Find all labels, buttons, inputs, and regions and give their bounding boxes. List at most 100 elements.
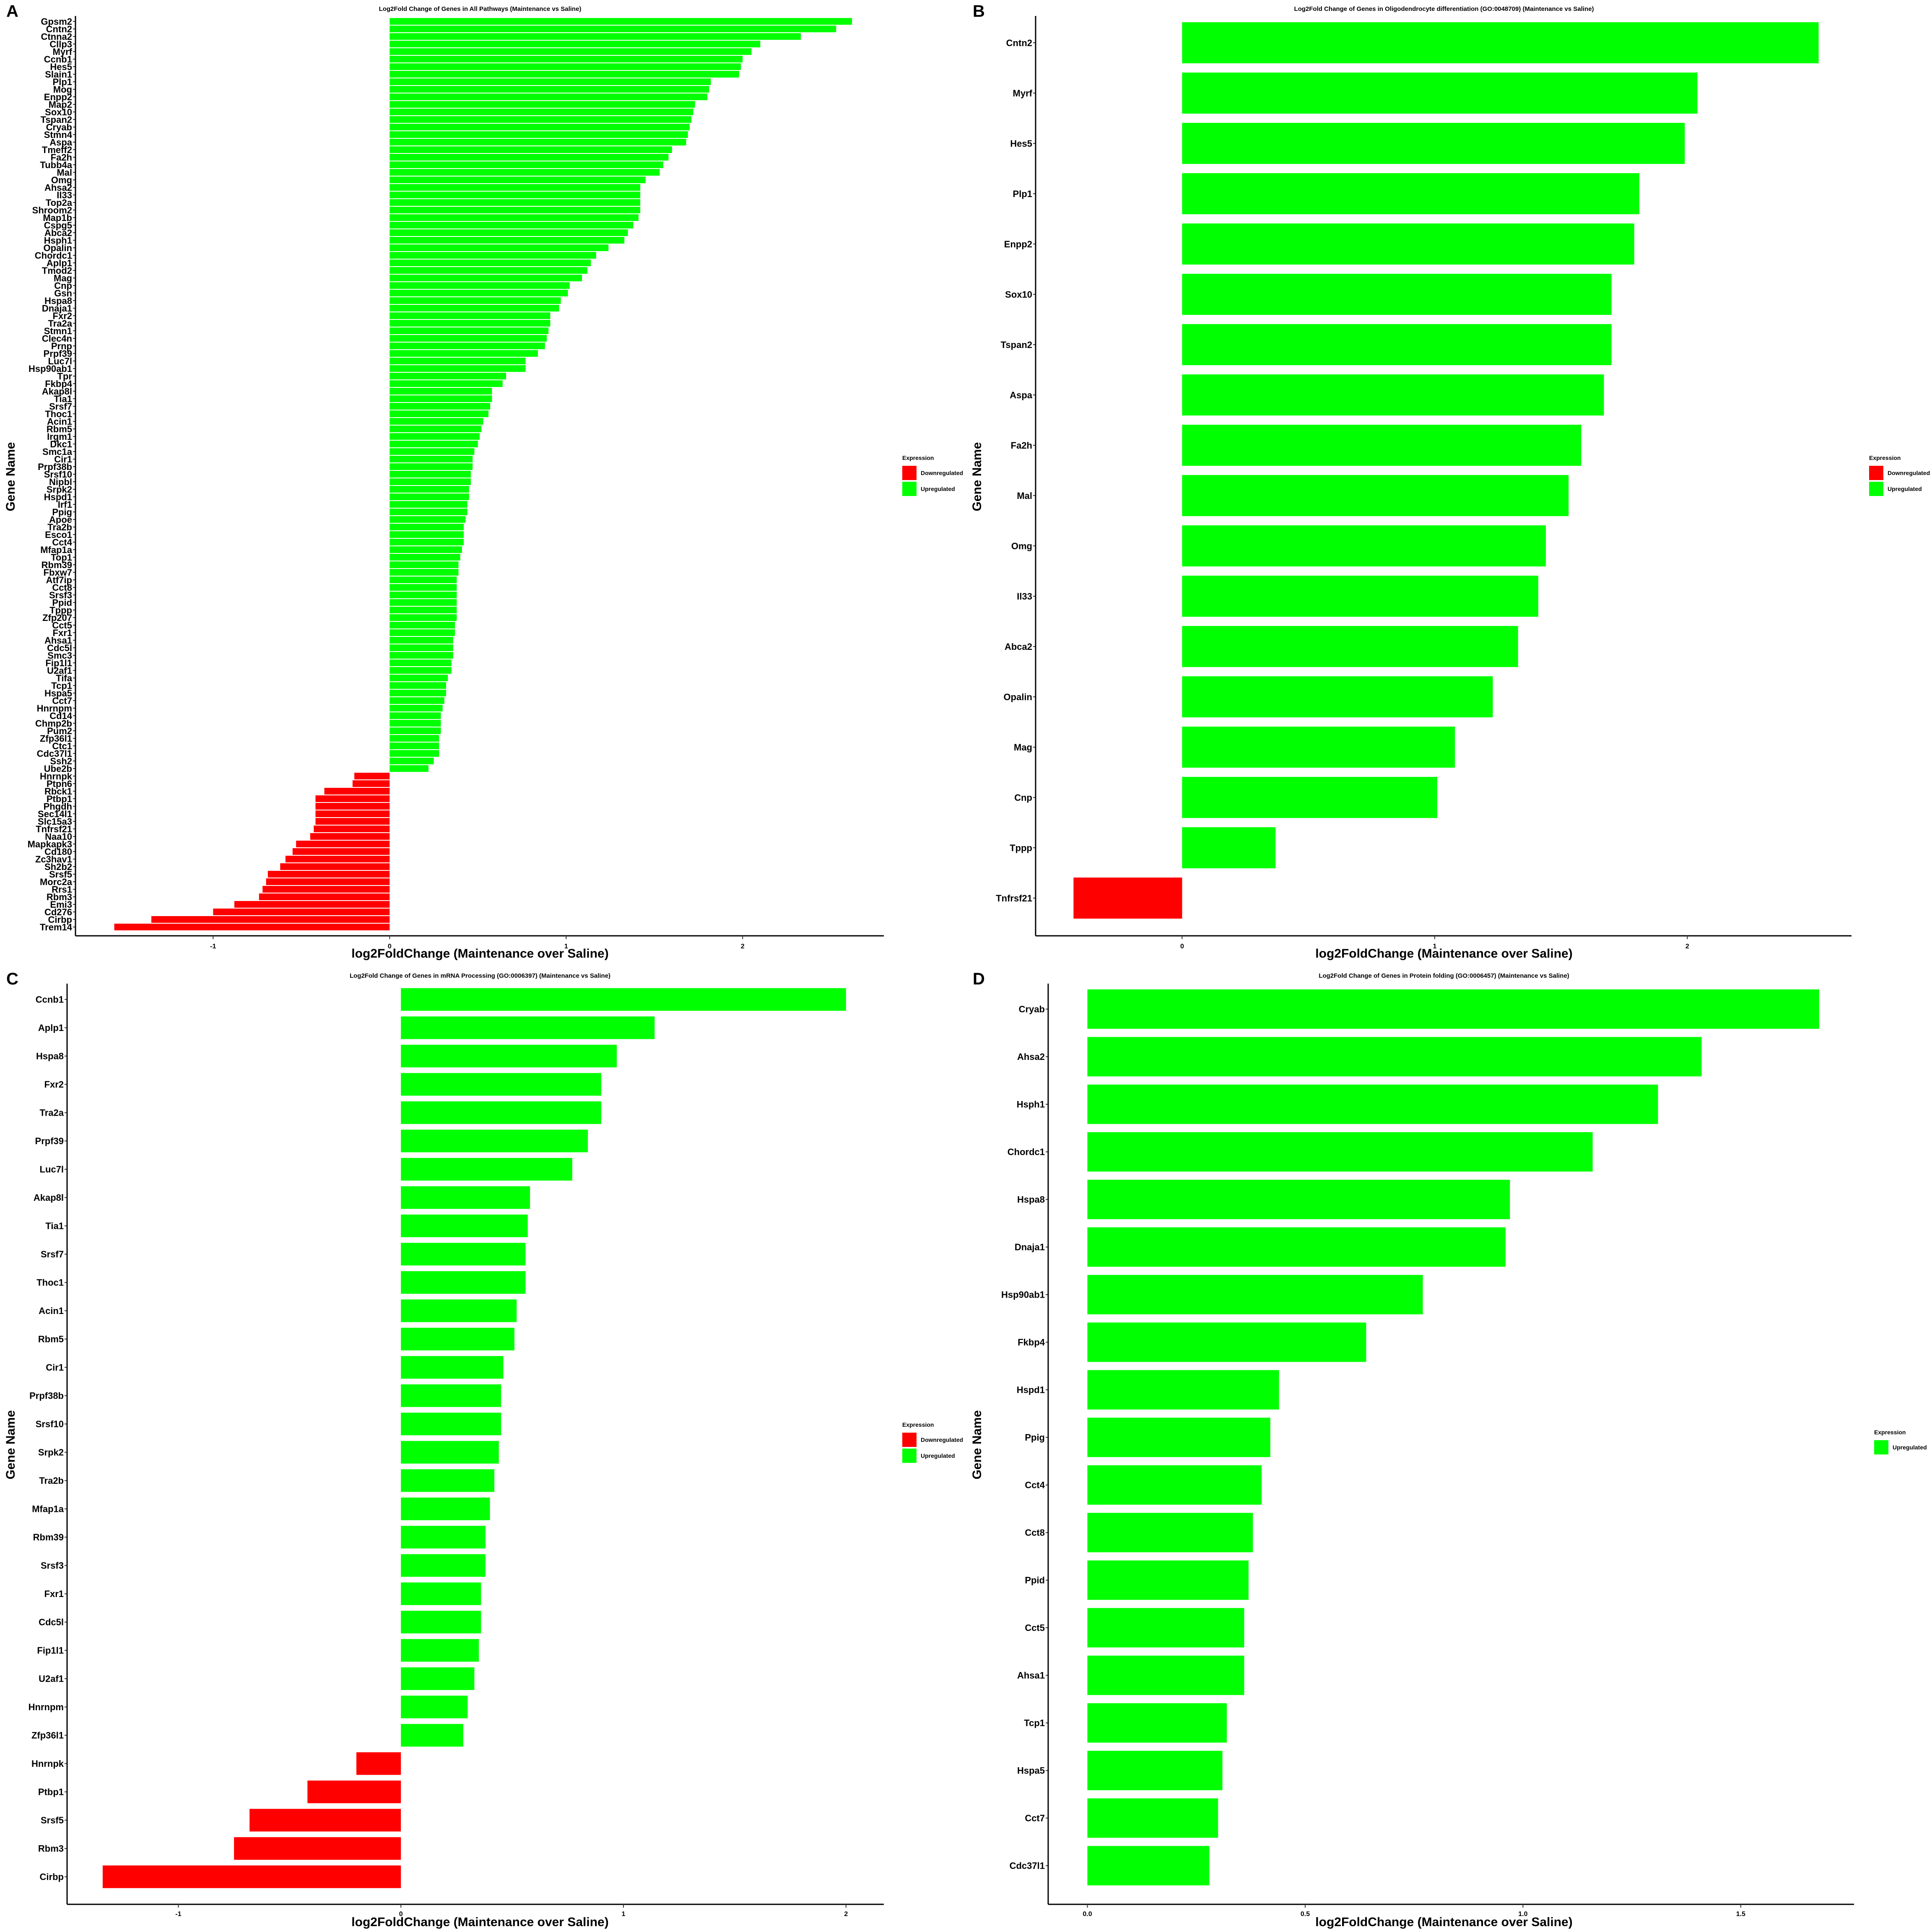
bar-map1b xyxy=(390,214,639,221)
bar-zc3hav1 xyxy=(285,856,390,862)
y-tick-label: Dkc1 xyxy=(50,439,72,449)
y-axis-title: Gene Name xyxy=(970,442,984,511)
y-tick-label: Rrs1 xyxy=(52,884,72,895)
x-tick-label: 1 xyxy=(1433,943,1436,950)
bar-thoc1 xyxy=(390,410,488,417)
bar-mfap1a xyxy=(390,546,462,553)
y-tick-label: Rbm39 xyxy=(33,1532,64,1542)
bar-ube2b xyxy=(390,765,428,772)
bar-ppig xyxy=(1087,1418,1270,1457)
y-tick-label: Cirbp xyxy=(48,914,72,925)
y-axis-title: Gene Name xyxy=(4,442,18,511)
y-tick-label: Hspa8 xyxy=(36,1051,64,1062)
y-tick-label: Tnfrsf21 xyxy=(36,824,72,834)
bar-tmeff2 xyxy=(390,146,672,153)
bar-hsp90ab1 xyxy=(390,365,526,372)
y-tick-label: Aspa xyxy=(49,137,73,148)
bar-cd180 xyxy=(292,848,390,855)
y-tick-label: Hsph1 xyxy=(1017,1099,1045,1110)
chart-title: Log2Fold Change of Genes in Oligodendroc… xyxy=(1294,5,1594,13)
y-tick-label: Hspa8 xyxy=(1017,1195,1045,1205)
chart-title: Log2Fold Change of Genes in All Pathways… xyxy=(379,5,582,13)
y-tick-label: Ssh2 xyxy=(50,756,72,766)
bar-abca2 xyxy=(1182,626,1518,667)
bar-tcp1 xyxy=(1087,1703,1227,1743)
bar-irf1 xyxy=(390,501,467,508)
legend-label: Upregulated xyxy=(1888,486,1922,492)
y-tick-label: Clec4n xyxy=(42,333,72,344)
y-tick-label: Ppig xyxy=(1025,1432,1045,1443)
y-tick-label: Srpk2 xyxy=(38,1447,64,1458)
y-tick-label: Sec14l1 xyxy=(38,809,72,819)
y-tick-label: Ahsa2 xyxy=(1017,1052,1045,1062)
y-tick-label: Pum2 xyxy=(47,726,72,736)
y-tick-label: Nipbl xyxy=(49,477,72,487)
bar-hspa8 xyxy=(390,297,561,304)
bar-srsf5 xyxy=(267,871,390,878)
bar-hspa5 xyxy=(1087,1750,1223,1790)
bar-nipbl xyxy=(390,478,471,485)
y-tick-label: Chordc1 xyxy=(35,250,72,261)
bar-slc15a3 xyxy=(315,818,390,825)
bar-srsf10 xyxy=(390,471,471,478)
bar-tra2a xyxy=(401,1101,601,1124)
y-tick-label: Srsf5 xyxy=(49,869,72,880)
bar-srsf3 xyxy=(390,592,457,598)
legend-title: Expression xyxy=(902,454,934,461)
legend-swatch-upregulated xyxy=(1874,1440,1888,1454)
legend-swatch-downregulated xyxy=(1869,466,1883,480)
bar-mfap1a xyxy=(401,1497,490,1520)
bar-srsf7 xyxy=(390,403,491,410)
y-tick-label: Rbm3 xyxy=(47,892,72,902)
bar-ahsa2 xyxy=(1087,1037,1702,1077)
y-tick-label: Tppp xyxy=(1010,843,1032,853)
y-tick-label: Myrf xyxy=(53,47,73,57)
x-tick-label: 0 xyxy=(1180,943,1184,950)
bar-aspa xyxy=(390,139,686,145)
bar-phgdh xyxy=(315,803,390,810)
x-tick-label: 1 xyxy=(622,1911,626,1918)
y-tick-label: Cir1 xyxy=(54,454,72,465)
y-tick-label: Akap8l xyxy=(42,386,72,397)
y-tick-label: Omg xyxy=(51,175,72,185)
y-tick-label: Tia1 xyxy=(45,1221,64,1231)
bar-apoe xyxy=(390,516,466,523)
y-tick-label: Opalin xyxy=(44,243,72,253)
bar-u2af1 xyxy=(390,667,452,674)
y-tick-label: Map1b xyxy=(43,213,72,223)
y-tick-label: Fa2h xyxy=(1011,440,1032,451)
y-tick-label: Cct8 xyxy=(52,582,72,593)
x-tick-label: 0 xyxy=(388,943,392,950)
y-tick-label: Prnp xyxy=(51,341,72,351)
y-tick-label: Hnrnpk xyxy=(31,1758,64,1769)
y-tick-label: Zc3hav1 xyxy=(35,854,72,865)
y-tick-label: U2af1 xyxy=(47,665,72,676)
bar-aplp1 xyxy=(401,1016,655,1039)
y-tick-label: Cct4 xyxy=(52,537,72,548)
bar-rrs1 xyxy=(262,886,390,893)
bar-srsf5 xyxy=(249,1809,401,1832)
y-tick-label: Fa2h xyxy=(51,152,72,163)
y-tick-label: Cct7 xyxy=(52,696,72,706)
y-tick-label: Tra2b xyxy=(39,1475,64,1486)
bar-tcp1 xyxy=(390,682,446,689)
y-tick-label: Fbxw7 xyxy=(44,567,72,578)
bar-ahsa2 xyxy=(390,184,641,191)
bar-chordc1 xyxy=(1087,1132,1593,1172)
bar-mog xyxy=(390,86,709,93)
y-tick-label: Irf1 xyxy=(58,499,72,510)
bar-cir1 xyxy=(390,456,473,462)
bar-sec14l1 xyxy=(315,810,390,817)
y-tick-label: Mag xyxy=(54,273,72,283)
y-tick-label: Plp1 xyxy=(1013,189,1032,199)
y-tick-label: Tubb4a xyxy=(40,160,72,170)
bar-cct7 xyxy=(1087,1798,1218,1838)
bar-cdc37l1 xyxy=(1087,1846,1210,1885)
y-tick-label: Rbm3 xyxy=(38,1844,64,1854)
bar-pum2 xyxy=(390,727,441,734)
bar-hspd1 xyxy=(1087,1370,1279,1410)
y-tick-label: Ctnna2 xyxy=(41,31,72,42)
bar-srsf10 xyxy=(401,1413,501,1436)
y-tick-label: Ptpn6 xyxy=(47,779,72,789)
